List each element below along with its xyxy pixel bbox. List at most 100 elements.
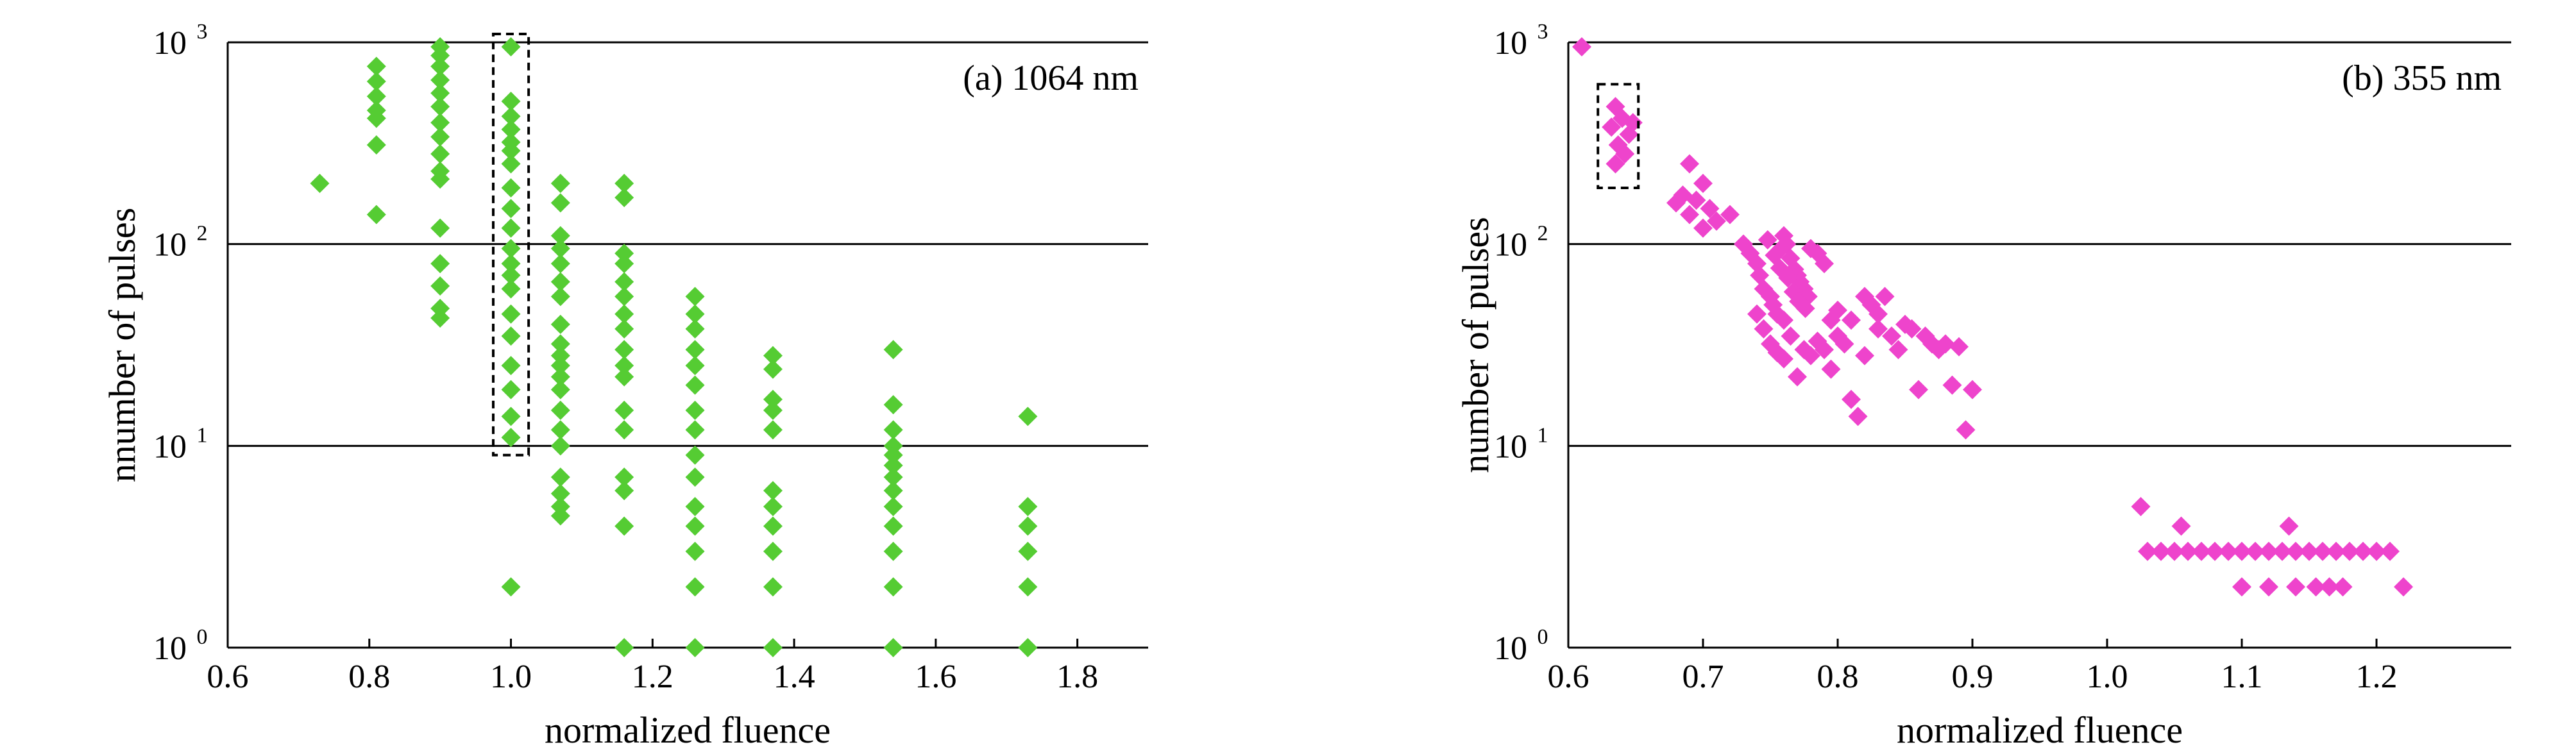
y-tick-base: 10: [153, 630, 187, 667]
data-point: [430, 298, 450, 318]
data-point: [1801, 346, 1820, 365]
data-point: [614, 638, 634, 657]
panel-a-x-label: normalized fluence: [545, 709, 831, 751]
data-point: [1888, 340, 1908, 360]
data-point: [685, 287, 705, 307]
data-point: [685, 445, 705, 465]
data-point: [1956, 420, 1976, 440]
data-point: [2259, 577, 2278, 597]
data-point: [2273, 541, 2292, 561]
data-point: [763, 359, 783, 379]
panel-a-x-ticks: 0.6 0.8 1.0 1.2 1.4 1.6 1.8: [207, 639, 1098, 695]
data-point: [1693, 173, 1713, 193]
data-point: [310, 173, 330, 193]
data-point: [1572, 37, 1591, 57]
data-point: [685, 577, 705, 597]
data-point: [1868, 319, 1888, 339]
data-point: [1902, 319, 1922, 339]
data-point: [1018, 541, 1038, 561]
data-point: [763, 420, 783, 440]
data-point: [685, 541, 705, 561]
data-point: [1949, 337, 1969, 357]
data-point: [614, 356, 634, 376]
data-point: [366, 205, 386, 224]
data-point: [2380, 541, 2400, 561]
data-point: [501, 178, 521, 197]
data-point: [430, 169, 450, 189]
data-point: [366, 108, 386, 128]
data-point: [2232, 577, 2251, 597]
data-point: [550, 380, 570, 399]
data-point: [550, 287, 570, 307]
data-point: [2205, 541, 2224, 561]
data-point: [685, 516, 705, 536]
x-tick-label: 0.8: [348, 659, 390, 695]
data-point: [2300, 541, 2319, 561]
data-point: [2326, 541, 2346, 561]
data-point: [883, 455, 903, 475]
y-tick-base: 10: [153, 25, 187, 62]
panel-b-y-ticks: 10 0 10 1 10 2 10 3: [1494, 20, 1548, 667]
data-point: [550, 272, 570, 292]
data-point: [501, 326, 521, 346]
data-point: [501, 92, 521, 112]
panel-b-gridlines: [1568, 41, 2511, 447]
data-point: [614, 272, 634, 292]
data-point: [2313, 541, 2332, 561]
data-point: [614, 516, 634, 536]
panel-b-highlight-box: [1597, 83, 1640, 189]
data-point: [1606, 154, 1625, 174]
data-point: [614, 367, 634, 387]
data-point: [883, 420, 903, 440]
data-point: [685, 420, 705, 440]
data-point: [501, 380, 521, 399]
y-tick-label: 10: [153, 227, 187, 264]
data-point: [763, 541, 783, 561]
data-point: [1942, 375, 1962, 395]
data-point: [763, 481, 783, 501]
panel-b-y-label: number of pulses: [1455, 217, 1496, 473]
x-tick-label: 1.8: [1056, 659, 1098, 695]
data-point: [1018, 638, 1038, 657]
data-point: [614, 254, 634, 274]
data-point: [1788, 367, 1807, 387]
panel-a-y-label: nnumber of pulses: [101, 208, 143, 483]
data-point: [430, 276, 450, 296]
panel-a-y-ticks: 10 0 10 1 10 2 10 3: [153, 20, 208, 667]
data-point: [550, 483, 570, 503]
data-point: [550, 356, 570, 376]
data-point: [1963, 380, 1982, 399]
panel-b-points: [1572, 37, 2413, 597]
data-point: [763, 638, 783, 657]
y-tick-base: 10: [153, 227, 187, 264]
data-point: [2219, 541, 2238, 561]
y-tick-exponent: 2: [197, 222, 208, 246]
y-tick-base: 10: [1494, 227, 1527, 264]
data-point: [685, 497, 705, 517]
data-point: [883, 638, 903, 657]
data-point: [1720, 205, 1740, 224]
data-point: [550, 334, 570, 354]
data-point: [1868, 304, 1888, 324]
panel-b-x-ticks: 0.6 0.7 0.8 0.9 1.0 1.1 1.2: [1548, 639, 2398, 695]
data-point: [550, 400, 570, 420]
data-point: [2246, 541, 2265, 561]
x-tick-label: 1.2: [2356, 659, 2398, 695]
data-point: [685, 375, 705, 395]
data-point: [501, 279, 521, 299]
data-point: [501, 304, 521, 324]
data-point: [2171, 516, 2191, 536]
panel-b: 0.6 0.7 0.8 0.9 1.0 1.1 1.2 10 0 10 1 10 2 10 3 (b) 3…: [1455, 20, 2511, 751]
data-point: [430, 308, 450, 328]
data-point: [501, 577, 521, 597]
data-point: [550, 226, 570, 246]
data-point: [1774, 349, 1793, 369]
data-point: [366, 56, 386, 76]
panel-a-highlight-box: [491, 32, 530, 457]
data-point: [430, 83, 450, 103]
data-point: [1758, 230, 1777, 249]
data-point: [550, 173, 570, 193]
data-point: [1615, 144, 1635, 164]
data-point: [2131, 497, 2151, 517]
